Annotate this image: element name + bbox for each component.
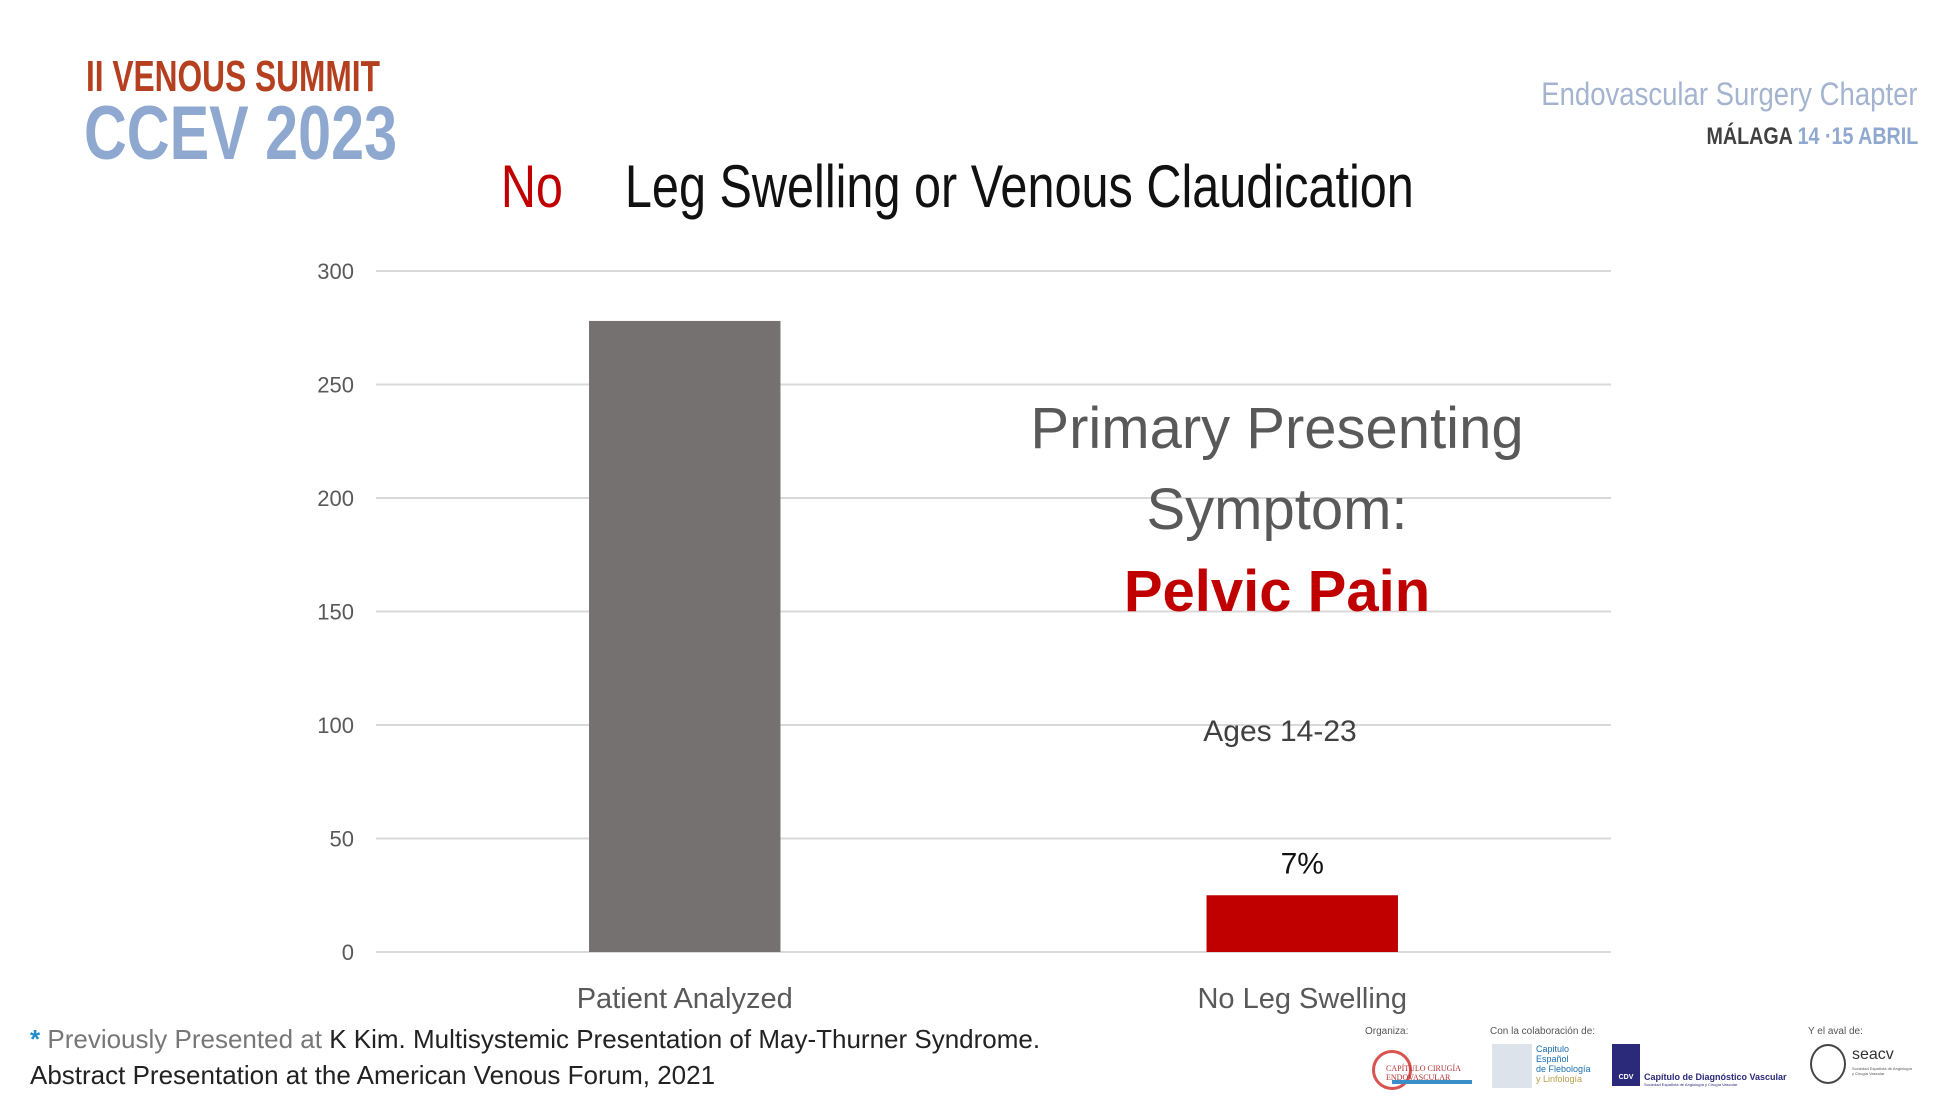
event-dates: MÁLAGA 14 ·15 ABRIL (1706, 123, 1918, 151)
title-highlight: No (501, 153, 564, 220)
city: MÁLAGA (1706, 123, 1792, 150)
logo-flebologia: Capitulo Español de Flebología y Linfología (1492, 1044, 1602, 1088)
days: 14 ·15 ABRIL (1797, 123, 1918, 150)
event-logo: CCEV 2023 (84, 91, 398, 176)
y-tick-label: 250 (317, 373, 354, 398)
x-tick-label: Patient Analyzed (577, 983, 793, 1015)
annotation-pelvic-pain: Pelvic Pain (1123, 559, 1431, 624)
y-tick-label: 150 (317, 600, 354, 625)
annotation-line1: Primary Presenting (1030, 396, 1524, 461)
annotation-line2: Symptom: (1146, 477, 1408, 542)
event-name: II VENOUS SUMMIT (86, 52, 380, 101)
logo-seacv: seacv Sociedad Española de Angiología y … (1810, 1044, 1920, 1086)
title-rest: Leg Swelling or Venous Claudication (625, 153, 1415, 220)
asterisk: * (30, 1024, 41, 1054)
bar (1206, 895, 1398, 952)
footnote-line1: * Previously Presented at K Kim. Multisy… (30, 1024, 1040, 1055)
logo-cdv: CDV Capítulo de Diagnóstico Vascular Soc… (1612, 1044, 1802, 1087)
annotation-ages: Ages 14-23 (1203, 715, 1357, 748)
y-tick-label: 300 (317, 259, 354, 284)
footnote-line2: Abstract Presentation at the American Ve… (30, 1060, 716, 1090)
bar (589, 320, 781, 952)
y-tick-label: 50 (330, 827, 354, 852)
chapter-name: Endovascular Surgery Chapter (1541, 76, 1918, 112)
x-tick-label: No Leg Swelling (1197, 983, 1407, 1015)
slide-title: No Leg Swelling or Venous Claudication (0, 152, 1956, 221)
data-label: 7% (1281, 847, 1324, 880)
footnote-prefix: Previously Presented at (47, 1024, 322, 1054)
logo-cirugia-endovascular: CAPÍTULO CIRUGÍA ENDOVASCULAR (1372, 1044, 1472, 1092)
y-tick-label: 100 (317, 713, 354, 738)
y-tick-label: 200 (317, 486, 354, 511)
y-tick-label: 0 (342, 940, 354, 965)
organiza-label: Organiza: (1365, 1026, 1409, 1037)
colab-label: Con la colaboración de: (1490, 1026, 1596, 1037)
aval-label: Y el aval de: (1808, 1026, 1863, 1037)
footnote-citation: K Kim. Multisystemic Presentation of May… (329, 1024, 1041, 1054)
